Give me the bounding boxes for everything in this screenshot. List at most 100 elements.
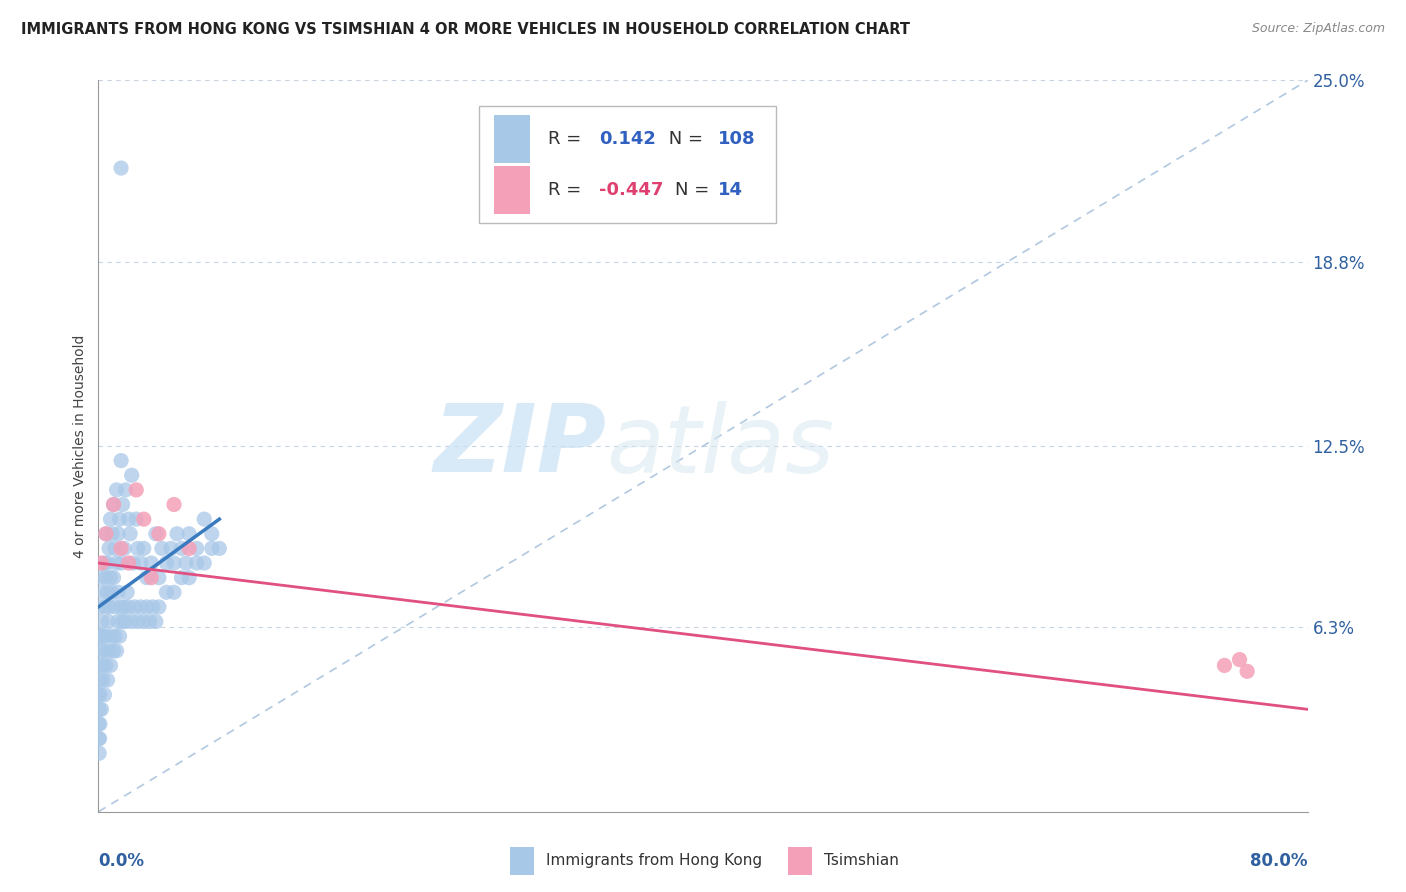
Point (125, 483, 148, 497)
Point (100, 658, 122, 673)
Point (110, 556, 132, 570)
Point (94, 629, 117, 643)
Text: atlas: atlas (606, 401, 835, 491)
Point (163, 585, 186, 599)
Text: -0.447: -0.447 (599, 181, 664, 199)
Point (163, 498, 186, 512)
Point (118, 599, 141, 614)
Point (1213, 658, 1236, 673)
Point (105, 556, 128, 570)
Point (1229, 652, 1251, 666)
Point (90, 644, 112, 658)
Point (108, 512, 131, 526)
Point (107, 585, 129, 599)
Point (129, 556, 152, 570)
Point (105, 483, 128, 497)
Point (132, 541, 155, 556)
Point (89, 658, 111, 673)
Point (89, 702, 111, 716)
Point (121, 615, 143, 629)
Point (94, 658, 117, 673)
Point (89, 746, 111, 760)
Point (101, 585, 124, 599)
Point (118, 512, 141, 526)
Point (201, 541, 224, 556)
Point (93, 556, 115, 570)
Point (118, 556, 141, 570)
Text: 80.0%: 80.0% (1250, 852, 1308, 870)
Point (201, 526, 224, 541)
Point (112, 541, 135, 556)
Point (108, 629, 131, 643)
Point (148, 526, 170, 541)
Point (127, 615, 149, 629)
Point (94, 571, 117, 585)
Point (193, 556, 215, 570)
Point (127, 541, 149, 556)
Point (89, 717, 111, 731)
Point (100, 512, 122, 526)
Point (122, 556, 145, 570)
FancyBboxPatch shape (494, 115, 530, 162)
Point (89, 599, 111, 614)
Point (103, 498, 125, 512)
Point (90, 571, 112, 585)
Point (179, 541, 201, 556)
Point (98, 599, 121, 614)
Point (208, 541, 231, 556)
Point (163, 556, 186, 570)
Point (107, 526, 129, 541)
Point (101, 526, 124, 541)
Point (90, 702, 112, 716)
Point (145, 615, 167, 629)
Point (110, 541, 132, 556)
Point (121, 468, 143, 483)
Point (93, 644, 115, 658)
Point (135, 571, 157, 585)
Point (115, 585, 138, 599)
Point (132, 512, 155, 526)
Point (100, 571, 122, 585)
Point (104, 541, 127, 556)
Point (155, 585, 177, 599)
Point (90, 556, 112, 570)
Point (89, 673, 111, 687)
Point (148, 599, 170, 614)
Point (148, 571, 170, 585)
Point (97, 615, 120, 629)
Text: IMMIGRANTS FROM HONG KONG VS TSIMSHIAN 4 OR MORE VEHICLES IN HOUSEHOLD CORRELATI: IMMIGRANTS FROM HONG KONG VS TSIMSHIAN 4… (21, 22, 910, 37)
Point (103, 644, 125, 658)
Point (135, 599, 157, 614)
Point (89, 688, 111, 702)
Point (150, 541, 173, 556)
Point (98, 541, 121, 556)
Point (96, 585, 118, 599)
Point (104, 599, 127, 614)
Point (141, 556, 163, 570)
Point (179, 571, 201, 585)
Text: R =: R = (548, 181, 588, 199)
Point (91, 615, 114, 629)
Text: ZIP: ZIP (433, 400, 606, 492)
Point (170, 541, 193, 556)
Y-axis label: 4 or more Vehicles in Household: 4 or more Vehicles in Household (73, 334, 87, 558)
Point (105, 644, 128, 658)
Point (142, 599, 165, 614)
Point (145, 526, 167, 541)
Text: Immigrants from Hong Kong: Immigrants from Hong Kong (546, 854, 762, 868)
Point (104, 629, 127, 643)
FancyBboxPatch shape (509, 847, 534, 875)
Point (112, 599, 135, 614)
Point (160, 541, 183, 556)
Point (132, 615, 155, 629)
Point (129, 599, 152, 614)
Point (155, 556, 177, 570)
Point (89, 629, 111, 643)
Point (186, 556, 208, 570)
Point (114, 615, 136, 629)
Point (87, 688, 110, 702)
Point (114, 483, 136, 497)
Point (96, 556, 118, 570)
FancyBboxPatch shape (787, 847, 811, 875)
Point (91, 658, 114, 673)
